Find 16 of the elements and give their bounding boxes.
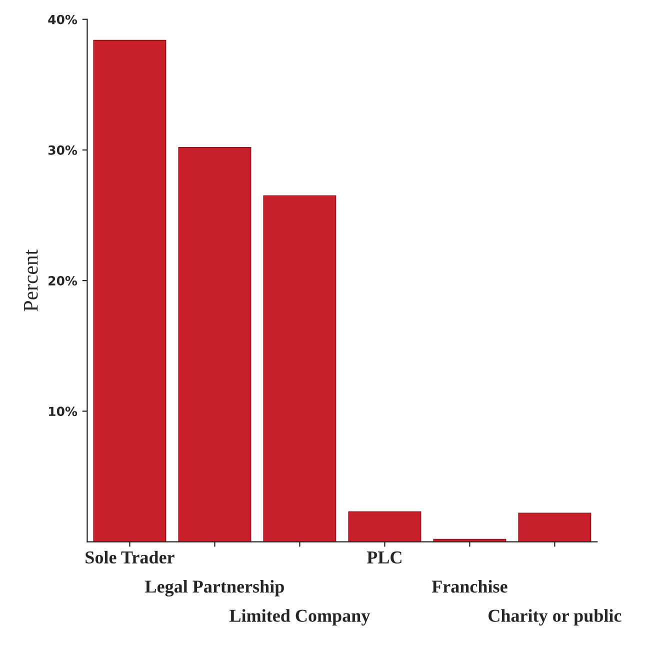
x-tick-label: Franchise	[432, 580, 508, 593]
y-tick-label: 30%	[48, 145, 78, 155]
x-tick-label: Sole Trader	[86, 550, 174, 564]
bar	[178, 147, 252, 542]
x-tick-label: PLC	[366, 551, 402, 564]
bar	[93, 40, 166, 542]
y-tick-label: 10%	[49, 406, 78, 416]
x-tick-label: Charity or public	[488, 609, 622, 626]
x-tick-label: Legal Partnership	[145, 580, 284, 597]
y-tick-label: 40%	[48, 14, 78, 24]
bar	[263, 195, 336, 542]
y-tick-label: 20%	[48, 276, 78, 286]
y-axis-title: Percent	[24, 249, 38, 312]
bar	[518, 512, 592, 542]
x-tick-label: Limited Company	[230, 609, 370, 626]
bar	[348, 511, 422, 542]
